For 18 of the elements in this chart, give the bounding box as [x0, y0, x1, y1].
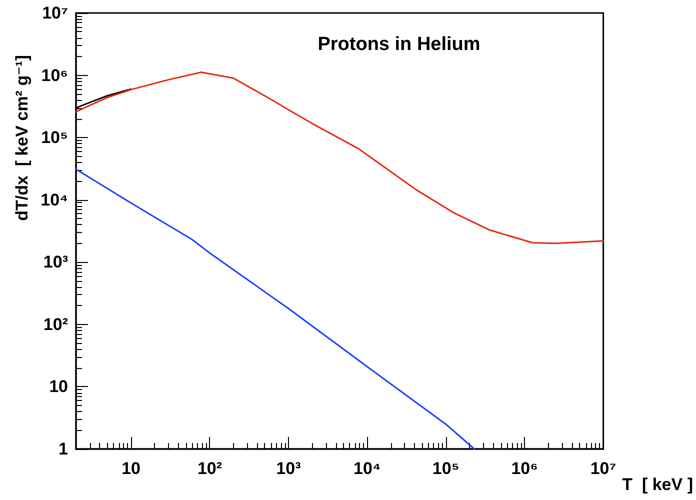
y-axis-title: dT/dx [ keV cm² g⁻¹]: [12, 55, 32, 221]
y-tick-label: 10⁶: [41, 66, 68, 85]
y-tick-label: 1: [58, 440, 68, 458]
x-tick-label: 10⁴: [353, 459, 381, 478]
x-tick-label: 10⁶: [511, 459, 538, 478]
x-tick-label: 10³: [276, 459, 302, 478]
text: Protons in Helium: [318, 34, 480, 55]
y-tick-label: 10⁵: [41, 128, 68, 148]
x-tick-label: 10²: [197, 459, 222, 478]
x-tick-label: 10⁵: [432, 459, 460, 478]
y-tick-label: 10⁴: [40, 190, 68, 210]
y-tick-label: 10⁷: [42, 4, 68, 22]
x-tick-label: 10: [122, 459, 140, 478]
y-tick-label: 10³: [43, 252, 68, 272]
y-tick-label: 10: [49, 377, 68, 396]
x-axis-title: T [ keV ]: [622, 475, 693, 494]
x-tick-label: 10⁷: [590, 459, 616, 478]
y-tick-label: 10²: [43, 314, 68, 334]
